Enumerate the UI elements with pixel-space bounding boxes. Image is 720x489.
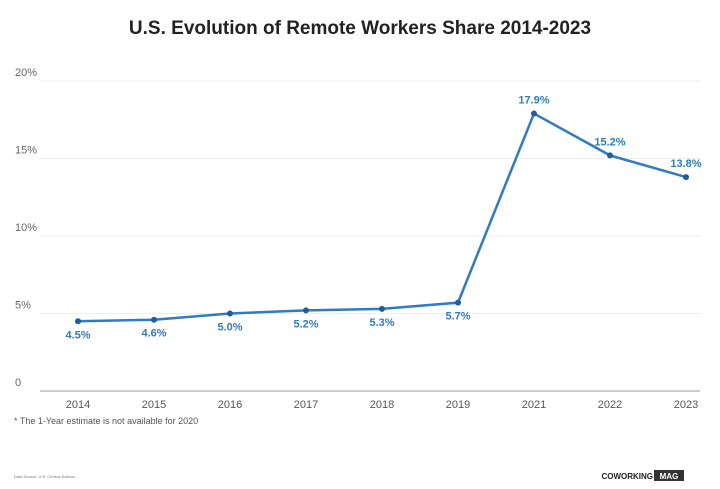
x-tick-label: 2017 [294,399,318,411]
y-tick-label: 10% [15,222,37,234]
y-tick-label: 15% [15,145,37,157]
data-label: 4.5% [65,329,90,341]
x-tick-label: 2018 [370,399,394,411]
x-tick-label: 2021 [522,399,546,411]
x-tick-label: 2023 [674,399,698,411]
x-tick-label: 2022 [598,399,622,411]
data-label: 5.3% [369,317,394,329]
data-point [151,316,157,323]
data-point [227,310,233,317]
data-point [75,318,81,325]
data-label: 15.2% [594,136,625,148]
data-label: 17.9% [518,95,549,107]
svg-text:MAG: MAG [660,472,679,481]
data-point [607,152,613,159]
data-point [531,110,537,117]
data-point [683,174,689,181]
data-point [379,305,385,312]
y-tick-label: 0 [15,377,21,389]
coworkingmag-logo: COWORKING MAG [601,470,684,481]
x-tick-label: 2016 [218,399,242,411]
footnote: * The 1-Year estimate is not available f… [14,416,198,426]
data-label: 5.0% [217,322,242,334]
data-label: 13.8% [670,158,701,170]
x-tick-label: 2019 [446,399,470,411]
data-point [455,299,461,306]
x-tick-label: 2014 [66,399,90,411]
data-label: 5.2% [293,318,318,330]
x-tick-label: 2015 [142,399,166,411]
svg-text:COWORKING: COWORKING [601,472,653,481]
chart-title: U.S. Evolution of Remote Workers Share 2… [129,18,591,39]
y-tick-label: 20% [15,67,37,79]
y-tick-label: 5% [15,300,31,312]
data-label: 5.7% [445,311,470,323]
data-source: Data Source: U.S. Census Bureau [14,474,75,479]
data-label: 4.6% [141,328,166,340]
data-point [303,307,309,314]
